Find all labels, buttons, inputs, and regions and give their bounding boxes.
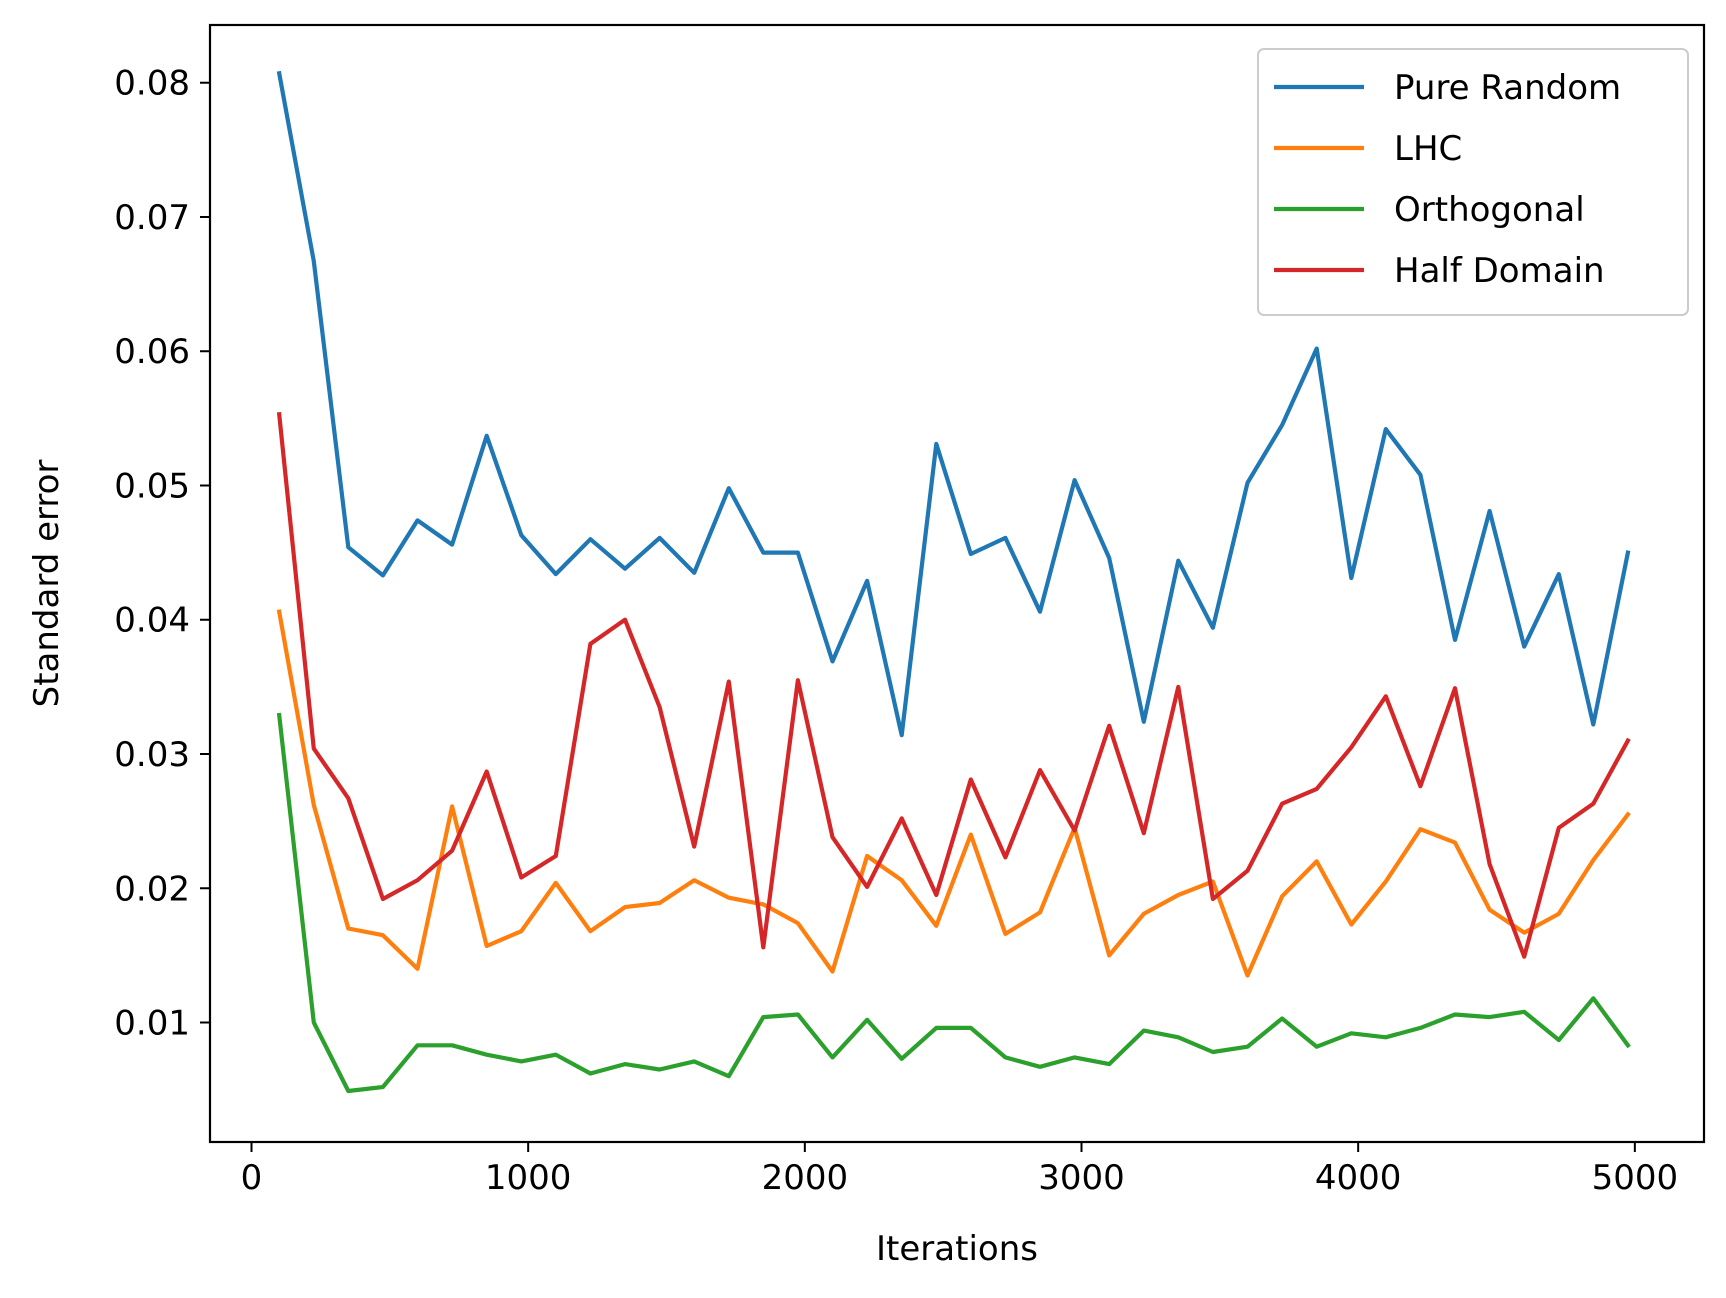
series-line-half-domain <box>276 411 1631 959</box>
y-tick-label: 0.04 <box>114 601 190 641</box>
series-line-orthogonal <box>276 712 1631 1094</box>
y-tick-label: 0.06 <box>114 332 190 372</box>
plot-area-frame <box>208 23 1706 1144</box>
legend-label: Orthogonal <box>1394 190 1585 230</box>
series-layer <box>276 70 1631 1094</box>
y-tick-label: 0.08 <box>114 64 190 104</box>
series-line-pure-random <box>276 70 1631 738</box>
y-tick-label: 0.02 <box>114 869 190 909</box>
x-tick-label: 3000 <box>1038 1158 1125 1198</box>
x-tick-label: 0 <box>241 1158 263 1198</box>
y-axis-label: Standard error <box>27 460 67 708</box>
x-tick-label: 5000 <box>1592 1158 1679 1198</box>
y-tick-label: 0.07 <box>114 198 190 238</box>
x-tick-label: 2000 <box>762 1158 849 1198</box>
legend: Pure Random LHC Orthogonal Half Domain <box>1257 48 1689 316</box>
y-tick-label: 0.01 <box>114 1004 190 1044</box>
x-tick-label: 1000 <box>485 1158 572 1198</box>
x-axis-label: Iterations <box>876 1229 1038 1269</box>
legend-label: Pure Random <box>1394 68 1621 108</box>
x-tick-label: 4000 <box>1315 1158 1402 1198</box>
y-tick-label: 0.05 <box>114 466 190 506</box>
legend-label: Half Domain <box>1394 251 1605 291</box>
y-axis: 0.01 0.02 0.03 0.04 0.05 0.06 0.07 0.08 <box>114 64 210 1044</box>
y-tick-label: 0.03 <box>114 735 190 775</box>
legend-label: LHC <box>1394 129 1462 169</box>
series-line-lhc <box>276 609 1631 978</box>
x-axis: 0 1000 2000 3000 4000 5000 <box>241 1142 1678 1198</box>
legend-box <box>1257 48 1689 316</box>
